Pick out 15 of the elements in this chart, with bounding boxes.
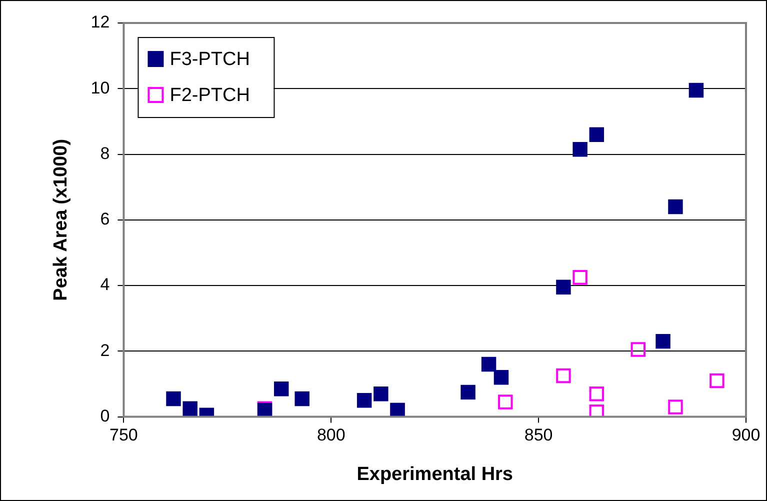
x-tick-label: 800 <box>316 426 346 445</box>
y-tick-label: 8 <box>100 144 110 163</box>
y-tick-label: 6 <box>100 210 110 229</box>
x-tick-label: 750 <box>110 426 138 445</box>
x-tick-label: 900 <box>732 426 760 445</box>
x-tick-label: 850 <box>524 426 553 445</box>
y-axis-title: Peak Area (x1000) <box>50 138 72 301</box>
y-tick-label: 12 <box>90 12 110 32</box>
y-tick-label: 2 <box>100 340 110 360</box>
legend-label: F3-PTCH <box>170 49 250 70</box>
x-axis-title: Experimental Hrs <box>356 464 514 485</box>
y-tick-label: 0 <box>100 406 110 426</box>
y-tick-label: 10 <box>90 78 110 98</box>
y-tick-label: 4 <box>100 275 110 294</box>
legend-label: F2-PTCH <box>170 85 250 106</box>
